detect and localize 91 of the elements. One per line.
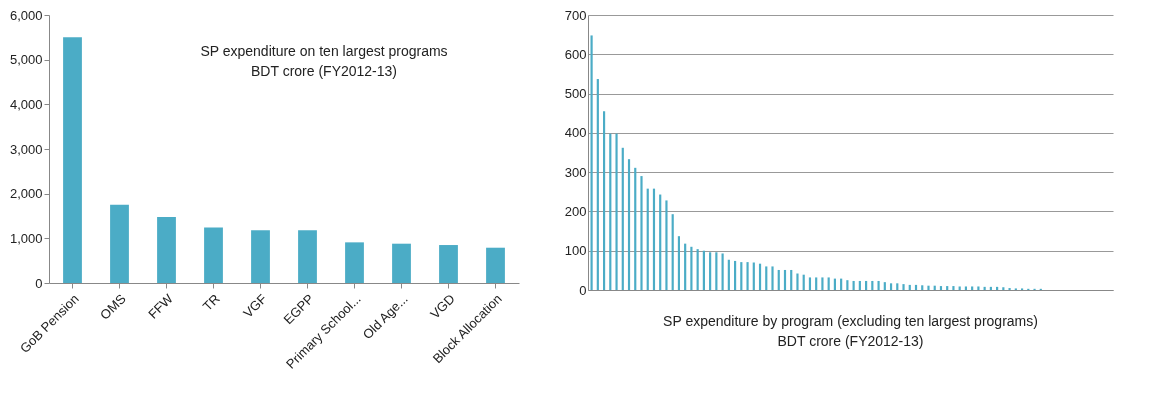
bar <box>740 262 743 290</box>
bar <box>727 259 730 290</box>
bar <box>802 274 805 290</box>
bar <box>596 79 599 290</box>
bar <box>702 250 705 290</box>
bar <box>958 286 961 290</box>
bar <box>758 263 762 290</box>
bar <box>634 167 637 290</box>
y-tick-label: 3,000 <box>9 141 43 157</box>
bar <box>902 284 905 290</box>
bar <box>896 283 899 290</box>
bar <box>690 246 693 290</box>
y-tick-label: 2,000 <box>9 186 43 202</box>
y-tick-label: 0 <box>579 282 587 298</box>
bar <box>652 188 656 290</box>
bar <box>298 230 317 283</box>
bar <box>1002 287 1005 290</box>
text: BDT crore (FY2012-13) <box>777 333 924 349</box>
bar <box>771 266 774 290</box>
bar <box>684 243 687 290</box>
bar <box>765 266 768 290</box>
bar <box>808 277 812 290</box>
bar <box>921 285 924 290</box>
bar <box>914 284 918 290</box>
y-tick-label: 700 <box>564 7 587 23</box>
bar <box>927 285 930 290</box>
bar <box>889 283 893 290</box>
bar <box>796 273 799 290</box>
y-tick-label: 300 <box>564 164 587 180</box>
x-tick-label: VGF <box>240 291 270 321</box>
bar <box>615 133 618 290</box>
bar <box>665 200 668 290</box>
bar <box>671 214 674 290</box>
y-tick-label: 6,000 <box>9 7 43 23</box>
y-tick-label: 100 <box>564 243 587 259</box>
bar <box>627 159 631 290</box>
bar <box>709 252 712 290</box>
bar <box>590 35 593 290</box>
text: SP expenditure on ten largest programs <box>200 43 448 59</box>
x-tick-label: TR <box>199 291 223 314</box>
bar <box>746 262 749 290</box>
bar <box>877 280 880 290</box>
bar <box>251 230 270 283</box>
y-tick-label: 400 <box>564 125 587 141</box>
bar <box>204 227 223 283</box>
bar <box>621 147 624 290</box>
bar <box>852 280 855 290</box>
bar <box>640 176 643 290</box>
bar <box>110 204 129 283</box>
bar <box>827 277 830 290</box>
bar <box>63 37 82 283</box>
bar <box>715 252 718 290</box>
bar <box>486 247 505 283</box>
bar <box>345 242 364 283</box>
bar <box>696 249 699 290</box>
text: BDT crore (FY2012-13) <box>250 63 398 79</box>
bar <box>752 262 755 290</box>
bar <box>908 284 911 290</box>
y-tick-label: 0 <box>35 275 43 291</box>
bar <box>790 269 793 290</box>
x-tick-label: VGD <box>427 291 458 322</box>
y-tick-label: 500 <box>564 86 587 102</box>
bar <box>821 277 824 290</box>
y-tick-label: 5,000 <box>9 52 43 68</box>
bar <box>783 269 787 290</box>
bar <box>777 269 780 290</box>
y-tick-label: 600 <box>564 46 587 62</box>
bar <box>646 188 649 290</box>
bar <box>721 253 724 290</box>
bar <box>157 216 176 283</box>
bar <box>392 243 411 283</box>
y-tick-label: 1,000 <box>9 230 43 246</box>
bar <box>846 280 849 290</box>
bar <box>733 260 737 290</box>
bar <box>677 236 681 290</box>
bar <box>865 280 868 290</box>
bar <box>964 286 968 290</box>
bar <box>609 133 612 290</box>
bar <box>439 245 458 283</box>
bar <box>952 286 955 290</box>
bar <box>815 277 818 290</box>
bar <box>871 280 874 290</box>
bar <box>971 286 974 290</box>
bar <box>977 286 980 290</box>
bar <box>858 280 861 290</box>
text: SP expenditure by program (excluding ten largest programs) <box>663 313 1038 329</box>
y-tick-label: 200 <box>564 203 587 219</box>
bar <box>659 194 662 290</box>
bar <box>883 282 886 290</box>
y-tick-label: 4,000 <box>9 96 43 112</box>
bar <box>602 111 606 290</box>
